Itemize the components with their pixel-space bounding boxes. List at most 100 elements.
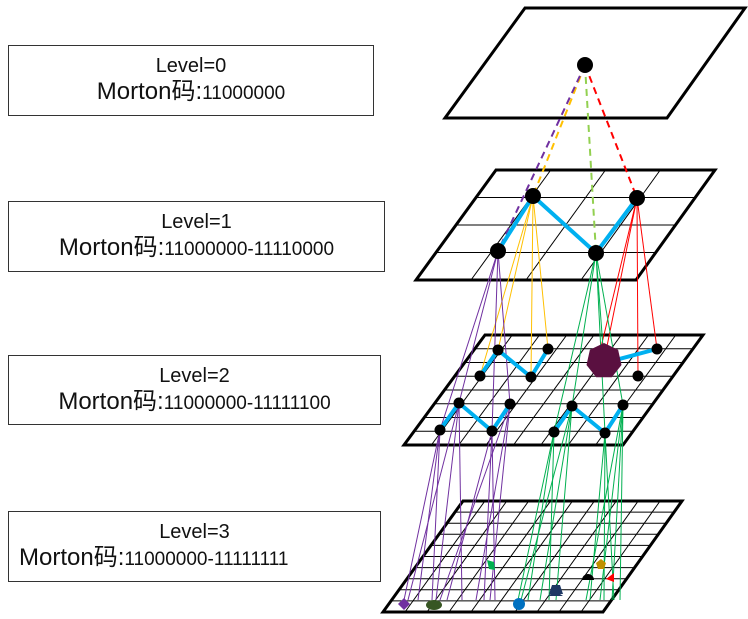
green-connector bbox=[517, 431, 555, 601]
level-3-text: Level=3 bbox=[159, 521, 230, 544]
purple-connector bbox=[403, 429, 441, 601]
purple-connector bbox=[491, 250, 499, 432]
leaf-object-symbols bbox=[398, 559, 614, 610]
level-2-node bbox=[434, 424, 446, 436]
green-connector bbox=[520, 405, 573, 601]
cluster-node bbox=[586, 343, 622, 378]
tree-nodes bbox=[434, 57, 663, 439]
dashed-connector bbox=[532, 64, 586, 197]
level-1-node bbox=[490, 243, 506, 259]
dashed-connector bbox=[497, 64, 586, 252]
level-2-node bbox=[504, 398, 516, 410]
level-1-node bbox=[629, 190, 645, 206]
red-connector bbox=[603, 197, 638, 362]
level-2-morton-path bbox=[552, 403, 625, 435]
level-2-morton-label: Morton码: bbox=[58, 387, 164, 415]
level-1-morton: Morton码:11000000-11110000 bbox=[9, 234, 384, 263]
level-2-node bbox=[548, 426, 560, 438]
level-2-node bbox=[474, 370, 486, 382]
green-connector bbox=[604, 432, 615, 601]
green-connector bbox=[548, 431, 555, 601]
plane-border bbox=[401, 333, 706, 447]
dome-icon bbox=[582, 574, 594, 580]
green-connector bbox=[603, 432, 606, 601]
plane-border bbox=[442, 6, 748, 120]
yellow-connector bbox=[532, 195, 549, 350]
purple-connector bbox=[435, 402, 460, 601]
purple-connector bbox=[491, 430, 496, 601]
level-2-text: Level=2 bbox=[159, 364, 230, 387]
purple-connector bbox=[439, 403, 511, 601]
level-1-morton-path bbox=[496, 194, 639, 255]
green-connector bbox=[555, 405, 573, 601]
green-connector bbox=[539, 405, 573, 601]
parent-child-connectors bbox=[403, 64, 658, 601]
level-1-text: Level=1 bbox=[161, 211, 232, 234]
grid-line bbox=[558, 500, 639, 613]
level-2-node bbox=[542, 343, 554, 355]
green-connector bbox=[553, 252, 597, 433]
green-connector bbox=[595, 252, 605, 362]
level-2-node bbox=[525, 371, 537, 383]
ellipse-icon bbox=[426, 600, 442, 610]
red-connector bbox=[636, 197, 639, 377]
level-0-label-box: Level=0 Morton码:11000000 bbox=[8, 45, 374, 116]
level-2-morton-path bbox=[478, 347, 550, 379]
level-1-morton-label: Morton码: bbox=[58, 234, 165, 262]
level-1-morton-code: 11000000-11110000 bbox=[164, 239, 335, 261]
level-0-plane bbox=[442, 6, 748, 120]
level-3-morton-code: 11000000-11111111 bbox=[124, 549, 289, 571]
level-1-node bbox=[588, 245, 604, 261]
diamond-icon bbox=[398, 598, 410, 610]
pentagon-icon bbox=[596, 559, 606, 569]
purple-connector bbox=[483, 430, 493, 601]
level-0-morton-code: 11000000 bbox=[202, 83, 286, 105]
trapezoid-base bbox=[548, 594, 563, 596]
level-0-morton-label: Morton码: bbox=[96, 78, 203, 106]
green-connector bbox=[595, 252, 606, 434]
level-3-morton-label: Morton码: bbox=[19, 544, 125, 572]
circle-icon bbox=[513, 598, 525, 610]
purple-connector bbox=[439, 250, 499, 431]
triangle-icon bbox=[606, 573, 614, 582]
green-shape-icon bbox=[487, 560, 495, 570]
root-node bbox=[577, 57, 593, 73]
purple-connector bbox=[458, 250, 499, 404]
level-1-node bbox=[525, 188, 541, 204]
red-connector bbox=[636, 197, 658, 350]
level-3-morton: Morton码:11000000-11111111 bbox=[9, 544, 380, 573]
level-2-node bbox=[632, 370, 644, 382]
level-2-node bbox=[651, 343, 663, 355]
dashed-connector bbox=[584, 64, 597, 254]
level-2-morton: Morton码:11000000-11111100 bbox=[9, 388, 380, 417]
green-connector bbox=[571, 252, 597, 407]
grid-line bbox=[514, 500, 595, 613]
purple-connector bbox=[446, 430, 493, 601]
purple-connector bbox=[407, 402, 460, 601]
yellow-connector bbox=[479, 195, 534, 377]
level-2-node bbox=[453, 397, 465, 409]
level-2-node bbox=[566, 400, 578, 412]
purple-connector bbox=[431, 429, 441, 601]
level-2-node bbox=[617, 399, 629, 411]
green-connector bbox=[619, 404, 624, 601]
plane-border bbox=[413, 168, 718, 282]
green-connector bbox=[527, 431, 555, 601]
level-planes bbox=[380, 6, 748, 614]
level-2-node bbox=[486, 425, 498, 437]
level-1-label-box: Level=1 Morton码:11000000-11110000 bbox=[8, 201, 385, 272]
level-0-morton: Morton码:11000000 bbox=[9, 78, 373, 107]
level-2-morton-path bbox=[438, 401, 512, 433]
red-connector bbox=[594, 197, 638, 373]
purple-connector bbox=[497, 250, 511, 405]
level-3-label-box: Level=3 Morton码:11000000-11111111 bbox=[8, 511, 381, 582]
green-connector bbox=[595, 252, 624, 406]
purple-connector bbox=[458, 402, 463, 601]
level-2-node bbox=[492, 344, 504, 356]
green-connector bbox=[589, 432, 606, 601]
yellow-connector bbox=[530, 195, 534, 378]
level-0-text: Level=0 bbox=[155, 55, 227, 78]
trapezoid-icon bbox=[549, 585, 563, 594]
green-connector bbox=[611, 404, 624, 601]
